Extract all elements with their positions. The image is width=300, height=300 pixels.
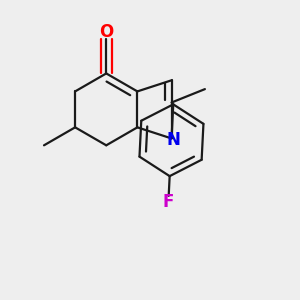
Text: O: O xyxy=(99,23,113,41)
Text: F: F xyxy=(163,193,174,211)
Text: N: N xyxy=(166,131,180,149)
